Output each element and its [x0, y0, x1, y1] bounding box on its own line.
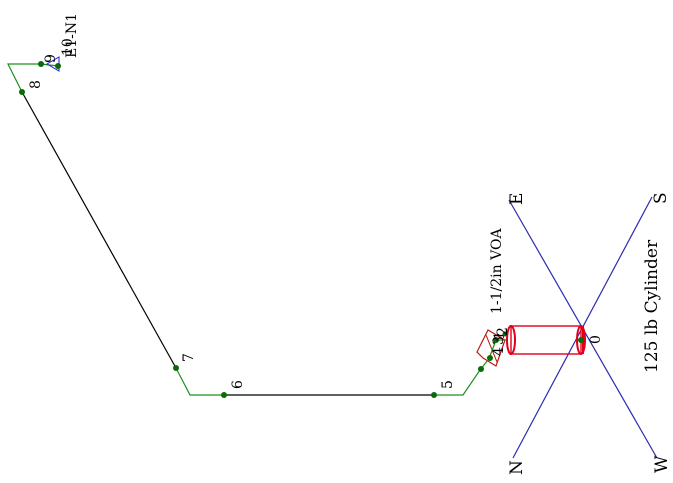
node-1-dot [493, 337, 499, 343]
pipe-segment-valve-to-5 [434, 359, 489, 396]
valve-label: 1-1/2in VOA [489, 228, 505, 314]
node-6-label: 6 [230, 380, 246, 389]
cylinder: 125 lb Cylinder [506, 239, 662, 373]
pipe-nodes: 0 1 2 3 4 5 6 7 8 9 10 [19, 38, 604, 398]
compass-east-label: E [507, 193, 527, 205]
node-2-dot [502, 331, 508, 337]
cylinder-top-cap [506, 325, 516, 355]
pipe-segment-6-to-7 [175, 367, 224, 396]
node-7-label: 7 [181, 353, 197, 362]
node-0-dot [578, 337, 584, 343]
node-0-label: 0 [588, 335, 604, 344]
node-8-dot [19, 89, 25, 95]
node-9-dot [38, 61, 44, 67]
valve-shape [476, 329, 506, 367]
compass-west-label: W [652, 455, 672, 473]
compass-north-label: N [507, 460, 527, 475]
node-8-label: 8 [28, 80, 44, 89]
node-1-label: 1 [492, 331, 508, 340]
node-5-dot [431, 392, 437, 398]
node-3-dot [487, 355, 493, 361]
node-4-label: 4 [491, 347, 507, 356]
node-4-dot [478, 366, 484, 372]
node-10-label: 10 [60, 38, 76, 56]
node-3-label: 3 [491, 336, 507, 345]
node-10-dot [55, 63, 61, 69]
cylinder-label: 125 lb Cylinder [642, 239, 662, 373]
compass-south-label: S [651, 192, 671, 204]
node-6-dot [221, 392, 227, 398]
valve: 1-1/2in VOA [476, 228, 506, 367]
node-2-label: 2 [495, 327, 511, 336]
valve-inner-line [485, 334, 498, 363]
pipe-segment-7-to-8 [21, 91, 177, 369]
pipe-run [7, 63, 506, 396]
node-9-label: 9 [43, 54, 59, 63]
node-5-label: 5 [440, 380, 456, 389]
cylinder-bottom-cap [576, 325, 586, 355]
node-7-dot [173, 365, 179, 371]
endpoint-label: E1-N1 [64, 13, 80, 58]
